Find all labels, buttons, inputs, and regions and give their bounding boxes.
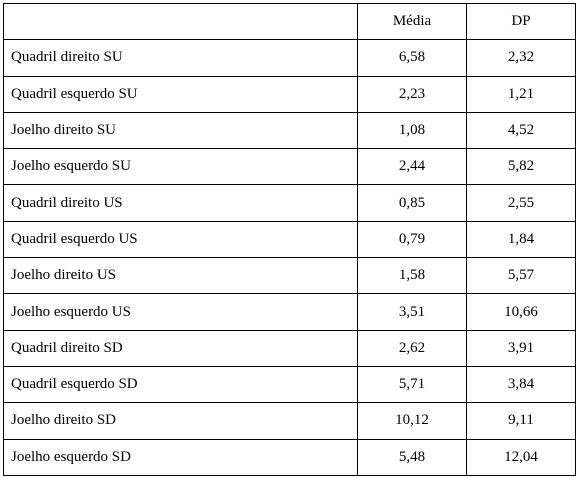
cell-value: 2,23 — [357, 75, 467, 113]
row-label: Quadril esquerdo US — [3, 220, 358, 259]
cell-value: 1,84 — [466, 220, 576, 259]
row-label: Joelho direito US — [3, 257, 358, 295]
cell-value: 2,32 — [466, 39, 576, 77]
cell-value: 6,58 — [357, 39, 467, 77]
table-row: Joelho direito SD 10,12 9,11 — [3, 402, 576, 440]
header-row: Média DP — [3, 2, 576, 41]
table-row: Joelho esquerdo SD 5,48 12,04 — [3, 438, 576, 476]
row-label: Quadril direito US — [3, 184, 358, 222]
table-row: Quadril esquerdo SD 5,71 3,84 — [3, 365, 576, 404]
row-label: Quadril esquerdo SD — [3, 365, 358, 404]
cell-value: 4,52 — [466, 111, 576, 150]
row-label: Quadril direito SD — [3, 329, 358, 367]
cell-value: 10,66 — [466, 293, 576, 331]
table-row: Quadril esquerdo US 0,79 1,84 — [3, 220, 576, 259]
table-row: Joelho esquerdo US 3,51 10,66 — [3, 293, 576, 331]
cell-value: 2,44 — [357, 148, 467, 186]
table-row: Quadril direito US 0,85 2,55 — [3, 184, 576, 222]
table-row: Quadril direito SD 2,62 3,91 — [3, 329, 576, 367]
row-label: Joelho esquerdo SU — [3, 148, 358, 186]
header-cell: DP — [466, 2, 576, 41]
cell-value: 5,48 — [357, 438, 467, 476]
cell-value: 5,82 — [466, 148, 576, 186]
cell-value: 3,84 — [466, 365, 576, 404]
cell-value: 12,04 — [466, 438, 576, 476]
cell-value: 5,71 — [357, 365, 467, 404]
cell-value: 1,08 — [357, 111, 467, 150]
row-label: Quadril esquerdo SU — [3, 75, 358, 113]
cell-value: 9,11 — [466, 402, 576, 440]
table-row: Joelho direito SU 1,08 4,52 — [3, 111, 576, 150]
row-label: Joelho direito SD — [3, 402, 358, 440]
data-table: Média DP Quadril direito SU 6,58 2,32 Quadr… — [3, 2, 576, 476]
cell-value: 3,51 — [357, 293, 467, 331]
cell-value: 2,62 — [357, 329, 467, 367]
header-cell: Média — [357, 2, 467, 41]
table-row: Quadril direito SU 6,58 2,32 — [3, 39, 576, 77]
cell-value: 0,85 — [357, 184, 467, 222]
cell-value: 3,91 — [466, 329, 576, 367]
table-row: Joelho direito US 1,58 5,57 — [3, 257, 576, 295]
cell-value: 5,57 — [466, 257, 576, 295]
row-label: Joelho esquerdo US — [3, 293, 358, 331]
cell-value: 0,79 — [357, 220, 467, 259]
row-label: Quadril direito SU — [3, 39, 358, 77]
header-cell — [3, 2, 358, 41]
row-label: Joelho direito SU — [3, 111, 358, 150]
cell-value: 1,58 — [357, 257, 467, 295]
cell-value: 2,55 — [466, 184, 576, 222]
table-row: Joelho esquerdo SU 2,44 5,82 — [3, 148, 576, 186]
row-label: Joelho esquerdo SD — [3, 438, 358, 476]
table-row: Quadril esquerdo SU 2,23 1,21 — [3, 75, 576, 113]
cell-value: 1,21 — [466, 75, 576, 113]
cell-value: 10,12 — [357, 402, 467, 440]
table-body: Quadril direito SU 6,58 2,32 Quadril esquer… — [3, 39, 576, 476]
